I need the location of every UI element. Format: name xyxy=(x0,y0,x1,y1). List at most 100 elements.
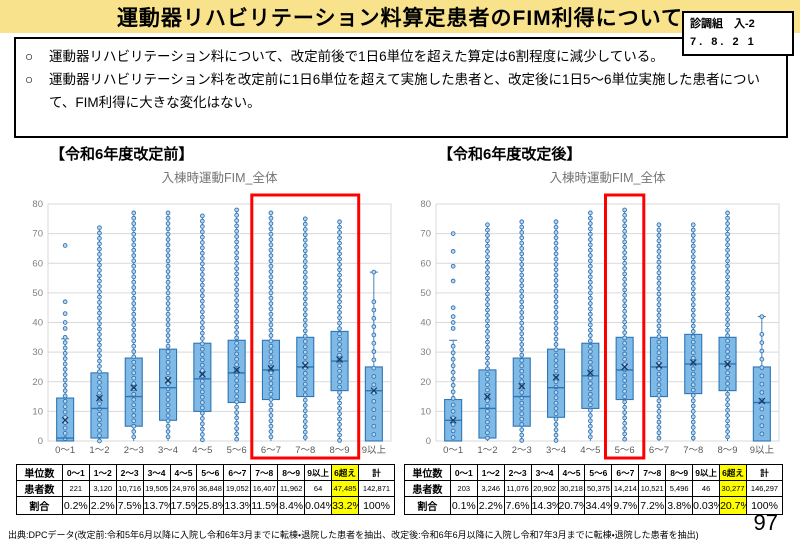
boxplot-category: 6～7 xyxy=(261,210,281,456)
data-dots xyxy=(519,219,525,443)
mean-x-marker xyxy=(655,362,663,369)
x-category-label: 9以上 xyxy=(362,445,387,456)
mean-x-marker xyxy=(552,373,560,381)
chart-title: 入棟時運動FIM_全体 xyxy=(550,170,666,185)
boxplot-category: 5～6 xyxy=(227,207,247,456)
table-cell: 6超え xyxy=(719,464,747,481)
boxplot-category: 1～2 xyxy=(89,225,109,456)
outlier-dot xyxy=(62,326,68,331)
table-cell: 25.8% xyxy=(196,496,225,515)
y-tick-label: 40 xyxy=(420,318,431,329)
table-row-header: 単位数 0～1 1～2 2～3 3～4 4～5 5～6 6～7 7～8 8～9 9以上 6超え計 xyxy=(404,464,784,481)
table-cell: 4～5 xyxy=(557,464,586,481)
table-cell: 19,052 xyxy=(223,480,252,497)
section-label-after: 【令和6年度改定後】 xyxy=(438,146,582,163)
mean-x-marker xyxy=(267,364,275,372)
y-tick-label: 70 xyxy=(420,229,431,240)
table-cell: 7.6% xyxy=(503,496,532,515)
x-category-label: 8～9 xyxy=(330,445,350,456)
table-cell: 8～9 xyxy=(665,464,694,481)
table-cell: 2.2% xyxy=(88,496,117,515)
outlier-dot xyxy=(450,320,456,325)
x-category-label: 4～5 xyxy=(192,445,212,456)
boxplot-category: 2～3 xyxy=(512,219,532,456)
highlight-red-box xyxy=(250,193,361,460)
row-label: 患者数 xyxy=(404,480,451,497)
table-cell: 33.2% xyxy=(331,496,359,515)
x-category-label: 2～3 xyxy=(124,445,144,456)
mean-x-marker xyxy=(586,369,594,377)
y-tick-label: 60 xyxy=(420,258,431,269)
table-cell: 9以上 xyxy=(304,464,333,481)
boxplot-category: 3～4 xyxy=(158,210,178,456)
doc-ref-line1: 診調組 入-2 xyxy=(690,18,755,30)
row-label: 割合 xyxy=(404,496,451,515)
x-category-label: 9以上 xyxy=(750,445,775,456)
table-cell: 34.4% xyxy=(584,496,613,515)
row-label: 単位数 xyxy=(404,464,451,481)
panel-before-revision: 【令和6年度改定前】 入棟時運動FIM_全体 0 10 20 30 40 50 60 70 80 0… xyxy=(10,144,400,515)
data-dots xyxy=(165,210,171,440)
table-row-ratios: 割合0.1%2.2%7.6%14.3%20.7%34.4%9.7%7.2%3.8… xyxy=(404,496,784,515)
table-row-header: 単位数 0～1 1～2 2～3 3～4 4～5 5～6 6～7 7～8 8～9 9以上 6超え計 xyxy=(16,464,396,481)
data-dots xyxy=(656,222,662,441)
table-cell: 7～8 xyxy=(250,464,279,481)
table-cell: 3,246 xyxy=(476,480,505,497)
boxplot-chart-before: 入棟時運動FIM_全体 0 10 20 30 40 50 60 70 80 0～1 1～2 2～3 3～4… xyxy=(32,170,392,460)
table-cell: 5～6 xyxy=(584,464,613,481)
x-category-label: 0～1 xyxy=(443,445,463,456)
table-cell: 3～4 xyxy=(142,464,171,481)
key-point: ○ 運動器リハビリテーション料について、改定前後で1日6単位を超えた算定は6割程… xyxy=(25,45,777,68)
table-cell: 6～7 xyxy=(611,464,640,481)
x-category-label: 8～9 xyxy=(718,445,738,456)
outlier-dot xyxy=(62,320,68,325)
table-cell: 16,407 xyxy=(250,480,279,497)
mean-x-marker xyxy=(449,416,457,424)
table-cell: 50,375 xyxy=(584,480,613,497)
x-category-label: 6～7 xyxy=(261,445,281,456)
boxplot-category: 0～1 xyxy=(55,243,75,456)
table-cell: 10,716 xyxy=(115,480,144,497)
outlier-dot xyxy=(450,231,456,236)
table-cell: 10,521 xyxy=(638,480,667,497)
mean-x-marker xyxy=(336,356,343,363)
section-label-before: 【令和6年度改定前】 xyxy=(50,146,194,163)
y-tick-label: 40 xyxy=(32,318,43,329)
table-cell: 0.03% xyxy=(692,496,721,515)
table-cell: 0.2% xyxy=(61,496,90,515)
data-dots xyxy=(337,219,342,443)
outlier-dot xyxy=(62,299,68,305)
boxplot-category: 2～3 xyxy=(124,210,144,456)
x-category-label: 2～3 xyxy=(512,445,532,456)
table-cell: 計 xyxy=(745,464,784,481)
key-point: ○ 運動器リハビリテーション料を改定前に1日6単位を超えて実施した患者と、改定後… xyxy=(25,68,777,114)
y-tick-label: 20 xyxy=(32,377,43,388)
table-cell: 36,848 xyxy=(196,480,225,497)
bullet-text: 運動器リハビリテーション料を改定前に1日6単位を超えて実施した患者と、改定後に1… xyxy=(49,72,761,110)
boxplot-chart-after: 入棟時運動FIM_全体 0 10 20 30 40 50 60 70 80 0～1 1～2 2～3 3～4… xyxy=(420,170,780,460)
y-tick-label: 0 xyxy=(38,436,43,447)
data-dots xyxy=(690,222,696,441)
table-cell: 221 xyxy=(61,480,90,497)
outlier-dot xyxy=(450,305,456,311)
data-dots xyxy=(200,213,205,443)
table-cell: 100% xyxy=(745,496,784,515)
x-category-label: 1～2 xyxy=(477,445,497,456)
table-cell: 100% xyxy=(357,496,396,515)
page-number: 97 xyxy=(753,510,778,535)
table-row-patients: 患者数 203 3,246 11,076 20,902 30,218 50,375 14,21… xyxy=(404,480,784,497)
mean-x-marker xyxy=(484,393,491,400)
chart-title: 入棟時運動FIM_全体 xyxy=(162,170,278,185)
table-cell: 1～2 xyxy=(476,464,505,481)
table-cell: 30,277 xyxy=(719,480,747,497)
boxplot-category: 4～5 xyxy=(192,213,212,456)
data-dots xyxy=(302,216,308,440)
y-tick-label: 50 xyxy=(32,288,43,299)
data-dots xyxy=(131,210,137,440)
mean-x-marker xyxy=(758,397,766,405)
row-label: 単位数 xyxy=(16,464,63,481)
outlier-dot xyxy=(371,269,377,275)
table-cell: 11,962 xyxy=(277,480,306,497)
x-category-label: 5～6 xyxy=(227,445,247,456)
row-label: 患者数 xyxy=(16,480,63,497)
